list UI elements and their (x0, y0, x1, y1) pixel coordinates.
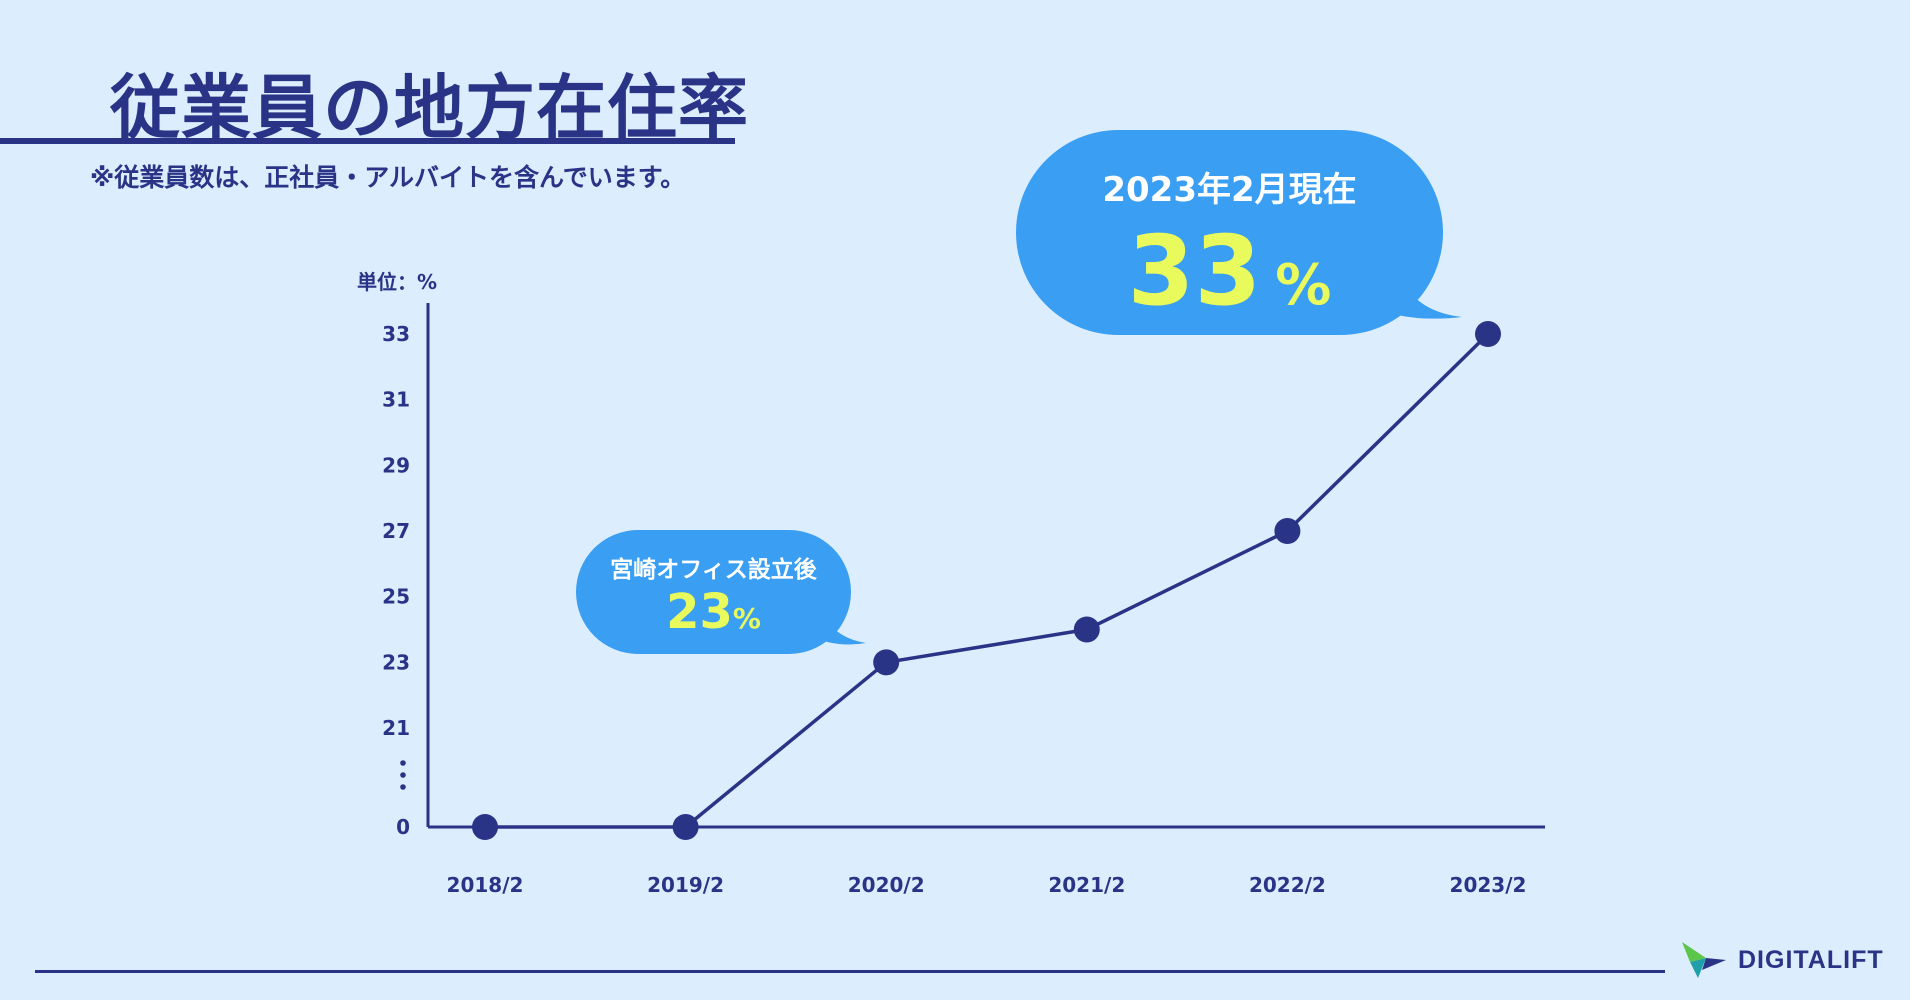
y-tick-label: 23 (382, 650, 410, 674)
brand-logo: DIGITALIFT (1680, 938, 1884, 982)
x-tick-label: 2023/2 (1450, 873, 1527, 897)
x-tick-label: 2019/2 (647, 873, 724, 897)
bird-logo-icon (1682, 942, 1726, 978)
data-point (1475, 321, 1501, 347)
callout-current-label: 2023年2月現在 (1102, 170, 1357, 210)
x-tick-label: 2020/2 (848, 873, 925, 897)
callout-miyazaki-unit: % (732, 602, 761, 635)
y-tick-label: 29 (382, 453, 410, 477)
axis-break-dot (400, 772, 406, 778)
x-tick-label: 2022/2 (1249, 873, 1326, 897)
y-tick-label: 33 (382, 322, 410, 346)
unit-label: 単位：% (357, 270, 438, 294)
callout-current: 2023年2月現在 33% (1016, 130, 1443, 335)
callout-miyazaki-label: 宮崎オフィス設立後 (610, 557, 817, 583)
data-point (1274, 518, 1301, 544)
x-tick-label: 2018/2 (447, 873, 524, 897)
y-tick-label: 21 (382, 716, 410, 740)
callout-current-unit: % (1275, 253, 1332, 318)
callout-miyazaki-value: 23 (666, 584, 733, 640)
brand-name: DIGITALIFT (1738, 945, 1884, 974)
footer-divider (35, 970, 1665, 973)
y-tick-label: 25 (382, 585, 410, 609)
axis-break-dot (400, 784, 406, 790)
data-point (1073, 616, 1100, 643)
data-point (873, 649, 900, 676)
subtitle-note: ※従業員数は、正社員・アルバイトを含んでいます。 (90, 163, 686, 192)
page-title: 従業員の地方在住率 (110, 67, 749, 149)
data-point (472, 814, 498, 840)
y-tick-label: 27 (382, 519, 410, 543)
axis-break-dot (400, 760, 406, 766)
y-tick-label: 31 (382, 388, 410, 412)
series-line (485, 332, 1490, 829)
y-tick-label: 0 (396, 815, 410, 839)
data-point (672, 814, 699, 840)
callout-miyazaki: 宮崎オフィス設立後 23% (576, 530, 851, 654)
title-underline (0, 138, 735, 144)
x-tick-label: 2021/2 (1048, 873, 1125, 897)
callout-current-value: 33 (1127, 215, 1262, 327)
